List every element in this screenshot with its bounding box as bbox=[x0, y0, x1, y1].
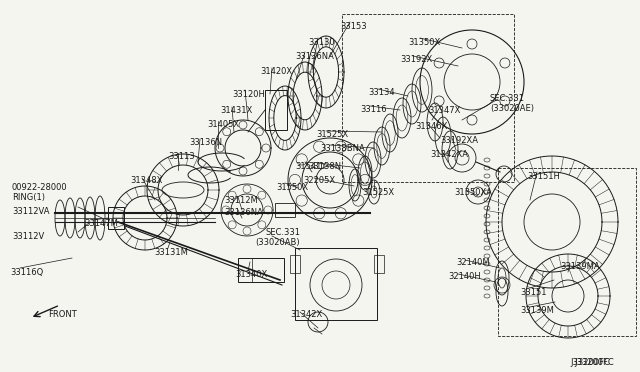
Text: 33116Q: 33116Q bbox=[10, 268, 44, 277]
Text: 33120H: 33120H bbox=[232, 90, 265, 99]
Text: 33139M: 33139M bbox=[520, 306, 554, 315]
Text: 31348X: 31348X bbox=[130, 176, 163, 185]
Text: 31405X: 31405X bbox=[207, 120, 239, 129]
Bar bbox=[342, 14, 514, 182]
Text: 33112V: 33112V bbox=[12, 232, 44, 241]
Text: 31525X: 31525X bbox=[316, 130, 348, 139]
Text: (33020AE): (33020AE) bbox=[490, 104, 534, 113]
Text: 33192XA: 33192XA bbox=[440, 136, 478, 145]
Text: 31550X: 31550X bbox=[276, 183, 308, 192]
Bar bbox=[290, 255, 300, 273]
Text: (33020AB): (33020AB) bbox=[255, 238, 300, 247]
Text: 32205X: 32205X bbox=[303, 176, 335, 185]
Text: SEC.331: SEC.331 bbox=[490, 94, 525, 103]
Text: 31342X: 31342X bbox=[290, 310, 323, 319]
Text: 33112M: 33112M bbox=[224, 196, 258, 205]
Text: 00922-28000: 00922-28000 bbox=[12, 183, 68, 192]
Bar bbox=[374, 255, 384, 273]
Text: 31420X: 31420X bbox=[260, 67, 292, 76]
Text: RING(1): RING(1) bbox=[12, 193, 45, 202]
Text: 33136N: 33136N bbox=[189, 138, 222, 147]
Text: 31431X: 31431X bbox=[220, 106, 252, 115]
Text: 33151: 33151 bbox=[520, 288, 547, 297]
Text: 31350XA: 31350XA bbox=[454, 188, 492, 197]
Text: 33138N: 33138N bbox=[308, 162, 341, 171]
Text: 33147M: 33147M bbox=[84, 219, 118, 228]
Text: 31525X: 31525X bbox=[362, 188, 394, 197]
Bar bbox=[275, 203, 295, 217]
Bar bbox=[498, 168, 636, 336]
Text: 33151H: 33151H bbox=[527, 172, 560, 181]
Text: 31347X: 31347X bbox=[428, 106, 460, 115]
Text: 33136NA: 33136NA bbox=[295, 52, 334, 61]
Text: 33192X: 33192X bbox=[400, 55, 432, 64]
Text: FRONT: FRONT bbox=[48, 310, 77, 319]
Text: 31350X: 31350X bbox=[408, 38, 440, 47]
Text: 33139MA: 33139MA bbox=[560, 262, 600, 271]
Text: 31346X: 31346X bbox=[415, 122, 447, 131]
Text: 31340X: 31340X bbox=[235, 270, 268, 279]
Bar bbox=[265, 90, 287, 130]
Text: 31342XA: 31342XA bbox=[430, 150, 468, 159]
Bar bbox=[108, 207, 124, 229]
Text: 33138BNA: 33138BNA bbox=[320, 144, 365, 153]
Text: 33153: 33153 bbox=[340, 22, 367, 31]
Text: 33136NA: 33136NA bbox=[224, 208, 263, 217]
Text: 32140H: 32140H bbox=[448, 272, 481, 281]
Text: 33113: 33113 bbox=[168, 152, 195, 161]
Text: J33200FC: J33200FC bbox=[570, 358, 610, 367]
Text: 33112VA: 33112VA bbox=[12, 207, 49, 216]
Text: J33200FC: J33200FC bbox=[574, 358, 614, 367]
Text: 33116: 33116 bbox=[360, 105, 387, 114]
Text: SEC.331: SEC.331 bbox=[265, 228, 300, 237]
Text: 33131M: 33131M bbox=[154, 248, 188, 257]
Bar bbox=[295, 248, 377, 320]
Text: 31541Y: 31541Y bbox=[295, 162, 326, 171]
Bar bbox=[238, 258, 284, 282]
Text: 33134: 33134 bbox=[368, 88, 395, 97]
Text: 32140M: 32140M bbox=[456, 258, 490, 267]
Text: 33130: 33130 bbox=[308, 38, 335, 47]
